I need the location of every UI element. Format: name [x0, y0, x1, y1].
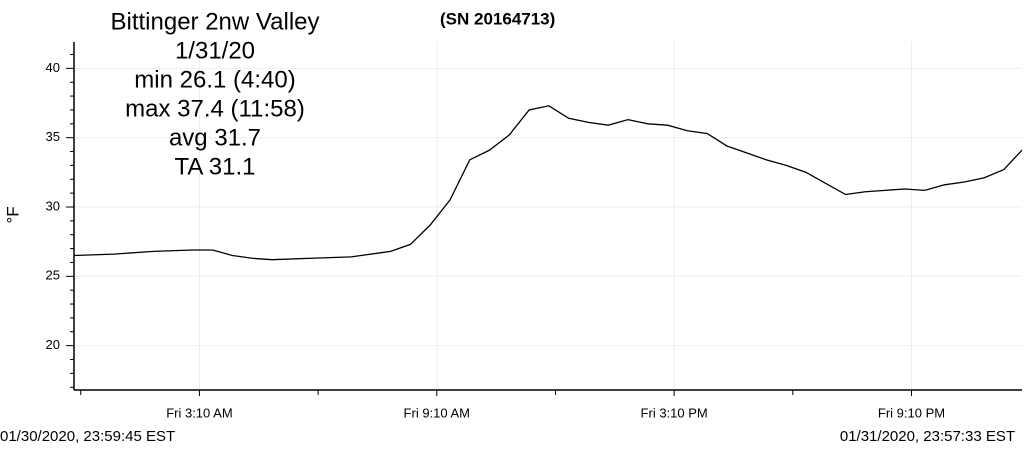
end-label: 01/31/2020, 23:57:33 EST	[840, 428, 1015, 445]
info-line: max 37.4 (11:58)	[125, 95, 305, 122]
subtitle: (SN 20164713)	[440, 9, 555, 28]
x-tick-label: Fri 3:10 AM	[166, 405, 232, 420]
info-line: 1/31/20	[175, 37, 255, 64]
x-tick-label: Fri 3:10 PM	[641, 405, 708, 420]
y-tick-label: 40	[46, 60, 60, 75]
y-tick-label: 20	[46, 337, 60, 352]
info-line: avg 31.7	[169, 124, 261, 151]
y-axis-label: °F	[3, 206, 22, 223]
x-tick-label: Fri 9:10 AM	[404, 405, 470, 420]
start-label: 01/30/2020, 23:59:45 EST	[0, 428, 175, 445]
x-tick-label: Fri 9:10 PM	[878, 405, 945, 420]
line	[74, 105, 1023, 261]
y-tick-label: 30	[46, 198, 60, 213]
y-tick-label: 25	[46, 268, 60, 283]
y-tick-label: 35	[46, 129, 60, 144]
info-line: min 26.1 (4:40)	[134, 66, 295, 93]
info-line: Bittinger 2nw Valley	[111, 8, 320, 35]
info-line: TA 31.1	[175, 153, 256, 180]
